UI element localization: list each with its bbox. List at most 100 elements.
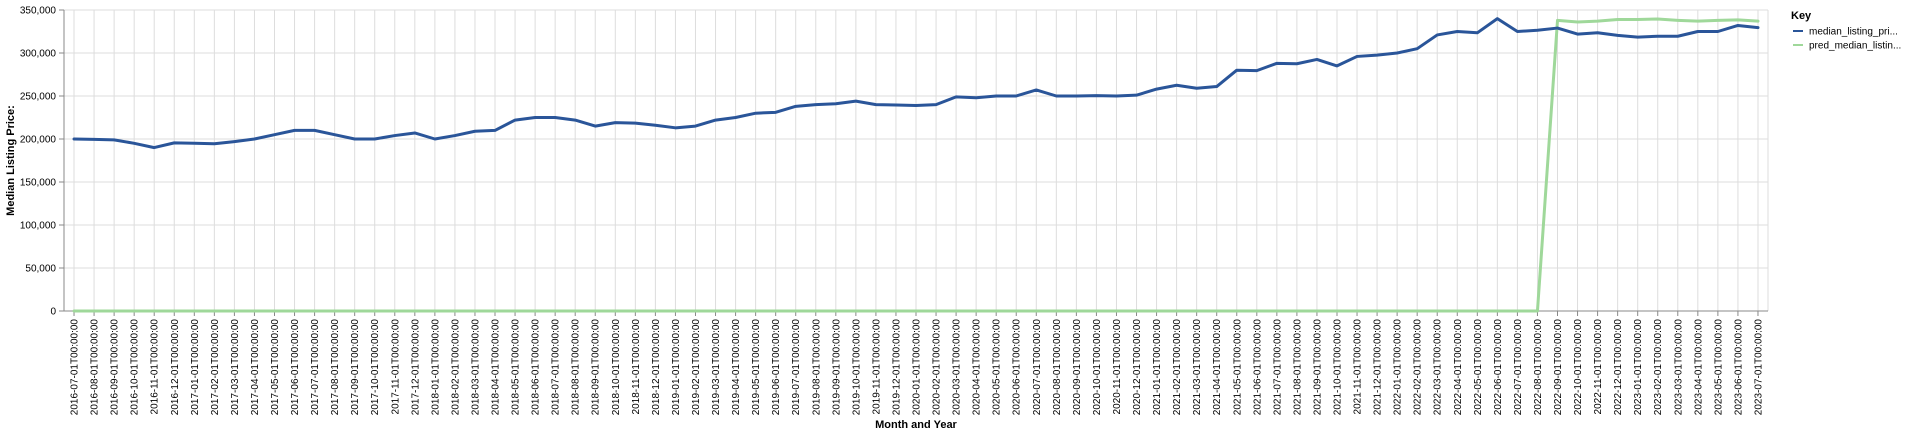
x-tick-label: 2017-07-01T00:00:00	[310, 319, 321, 416]
y-axis-title: Median Listing Price:	[5, 105, 17, 216]
x-tick-label: 2017-10-01T00:00:00	[370, 319, 381, 416]
x-tick-label: 2017-03-01T00:00:00	[230, 319, 241, 416]
x-tick-label: 2018-06-01T00:00:00	[531, 319, 542, 416]
series-line-median-listing-price	[72, 17, 1760, 150]
x-tick-label: 2019-05-01T00:00:00	[751, 319, 762, 416]
x-tick-label: 2017-01-01T00:00:00	[190, 319, 201, 416]
x-tick-label: 2016-10-01T00:00:00	[130, 319, 141, 416]
x-tick-label: 2018-08-01T00:00:00	[571, 319, 582, 416]
legend: Key median_listing_pri... pred_median_lis…	[1791, 10, 1901, 52]
x-tick-label: 2016-12-01T00:00:00	[170, 319, 181, 416]
x-tick-label: 2020-11-01T00:00:00	[1112, 319, 1123, 415]
x-tick-label: 2021-06-01T00:00:00	[1252, 319, 1263, 416]
y-tick-label: 100,000	[20, 221, 57, 232]
x-tick-label: 2022-08-01T00:00:00	[1533, 319, 1544, 416]
x-tick-label: 2016-07-01T00:00:00	[70, 319, 81, 416]
x-tick-label: 2017-11-01T00:00:00	[390, 319, 401, 415]
x-tick-label: 2017-04-01T00:00:00	[250, 319, 261, 416]
x-tick-label: 2018-10-01T00:00:00	[611, 319, 622, 416]
x-tick-label: 2020-07-01T00:00:00	[1032, 319, 1043, 416]
x-tick-label: 2021-10-01T00:00:00	[1332, 319, 1343, 416]
x-tick-label: 2019-03-01T00:00:00	[711, 319, 722, 416]
x-tick-label: 2022-01-01T00:00:00	[1393, 319, 1404, 416]
x-tick-label: 2023-07-01T00:00:00	[1753, 319, 1764, 416]
y-tick-label: 300,000	[20, 49, 57, 60]
x-tick-label: 2019-07-01T00:00:00	[791, 319, 802, 416]
y-tick-label: 150,000	[20, 178, 57, 189]
x-tick-label: 2019-04-01T00:00:00	[731, 319, 742, 416]
x-tick-label: 2019-12-01T00:00:00	[891, 319, 902, 416]
x-tick-label: 2023-03-01T00:00:00	[1673, 319, 1684, 416]
y-axis: 0 50,000 100,000 150,000 200,000 250,000 300,0…	[20, 6, 65, 318]
x-tick-label: 2019-11-01T00:00:00	[871, 319, 882, 415]
x-tick-label: 2019-02-01T00:00:00	[691, 319, 702, 416]
x-tick-label: 2022-11-01T00:00:00	[1593, 319, 1604, 415]
x-tick-label: 2018-11-01T00:00:00	[631, 319, 642, 415]
x-tick-label: 2018-01-01T00:00:00	[430, 319, 441, 416]
x-tick-label: 2018-03-01T00:00:00	[470, 319, 481, 416]
x-tick-label: 2020-10-01T00:00:00	[1092, 319, 1103, 416]
x-tick-label: 2020-09-01T00:00:00	[1072, 319, 1083, 416]
legend-label: pred_median_listin...	[1809, 41, 1901, 52]
x-tick-label: 2016-08-01T00:00:00	[90, 319, 101, 416]
x-tick-label: 2019-01-01T00:00:00	[671, 319, 682, 416]
x-tick-label: 2023-05-01T00:00:00	[1713, 319, 1724, 416]
series-lines	[72, 17, 1760, 313]
x-tick-label: 2017-06-01T00:00:00	[290, 319, 301, 416]
x-tick-label: 2021-04-01T00:00:00	[1212, 319, 1223, 416]
x-tick-label: 2018-04-01T00:00:00	[491, 319, 502, 416]
x-tick-label: 2021-11-01T00:00:00	[1353, 319, 1364, 415]
x-tick-label: 2018-05-01T00:00:00	[511, 319, 522, 416]
x-tick-label: 2016-11-01T00:00:00	[150, 319, 161, 415]
x-tick-label: 2018-12-01T00:00:00	[651, 319, 662, 416]
x-tick-label: 2020-01-01T00:00:00	[912, 319, 923, 416]
x-tick-label: 2022-07-01T00:00:00	[1513, 319, 1524, 416]
x-axis: 2016-07-01T00:00:00 2016-08-01T00:00:00 20…	[64, 310, 1768, 416]
x-tick-label: 2021-08-01T00:00:00	[1292, 319, 1303, 416]
y-tick-label: 250,000	[20, 92, 57, 103]
x-axis-title: Month and Year	[875, 419, 957, 431]
x-tick-label: 2021-12-01T00:00:00	[1373, 319, 1384, 416]
x-tick-label: 2022-09-01T00:00:00	[1553, 319, 1564, 416]
x-tick-label: 2023-02-01T00:00:00	[1653, 319, 1664, 416]
x-tick-label: 2021-05-01T00:00:00	[1232, 319, 1243, 416]
x-tick-label: 2019-08-01T00:00:00	[811, 319, 822, 416]
x-tick-label: 2017-12-01T00:00:00	[410, 319, 421, 416]
x-tick-label: 2022-04-01T00:00:00	[1453, 319, 1464, 416]
y-tick-label: 50,000	[25, 264, 56, 275]
x-tick-label: 2023-06-01T00:00:00	[1733, 319, 1744, 416]
x-tick-label: 2022-05-01T00:00:00	[1473, 319, 1484, 416]
x-tick-label: 2021-07-01T00:00:00	[1272, 319, 1283, 416]
y-tick-label: 350,000	[20, 6, 57, 17]
x-tick-label: 2021-01-01T00:00:00	[1152, 319, 1163, 416]
x-tick-label: 2018-07-01T00:00:00	[551, 319, 562, 416]
x-tick-label: 2019-10-01T00:00:00	[851, 319, 862, 416]
x-tick-label: 2019-06-01T00:00:00	[771, 319, 782, 416]
x-tick-label: 2021-03-01T00:00:00	[1192, 319, 1203, 416]
x-tick-label: 2023-01-01T00:00:00	[1633, 319, 1644, 416]
x-tick-label: 2017-02-01T00:00:00	[210, 319, 221, 416]
x-tick-label: 2019-09-01T00:00:00	[831, 319, 842, 416]
x-tick-label: 2016-09-01T00:00:00	[110, 319, 121, 416]
x-tick-label: 2020-12-01T00:00:00	[1132, 319, 1143, 416]
x-tick-label: 2022-12-01T00:00:00	[1613, 319, 1624, 416]
legend-title: Key	[1791, 10, 1812, 22]
x-tick-label: 2020-05-01T00:00:00	[992, 319, 1003, 416]
x-tick-label: 2020-03-01T00:00:00	[952, 319, 963, 416]
x-tick-label: 2017-09-01T00:00:00	[350, 319, 361, 416]
x-tick-label: 2022-10-01T00:00:00	[1573, 319, 1584, 416]
x-tick-label: 2020-02-01T00:00:00	[932, 319, 943, 416]
y-tick-label: 0	[50, 307, 56, 318]
x-tick-label: 2023-04-01T00:00:00	[1693, 319, 1704, 416]
y-tick-label: 200,000	[20, 135, 57, 146]
x-tick-label: 2021-02-01T00:00:00	[1172, 319, 1183, 416]
x-tick-label: 2017-05-01T00:00:00	[270, 319, 281, 416]
x-tick-label: 2017-08-01T00:00:00	[330, 319, 341, 416]
x-tick-label: 2022-06-01T00:00:00	[1493, 319, 1504, 416]
x-tick-label: 2018-09-01T00:00:00	[591, 319, 602, 416]
x-tick-label: 2020-06-01T00:00:00	[1012, 319, 1023, 416]
x-tick-label: 2022-02-01T00:00:00	[1413, 319, 1424, 416]
x-tick-label: 2022-03-01T00:00:00	[1433, 319, 1444, 416]
x-tick-label: 2020-04-01T00:00:00	[972, 319, 983, 416]
